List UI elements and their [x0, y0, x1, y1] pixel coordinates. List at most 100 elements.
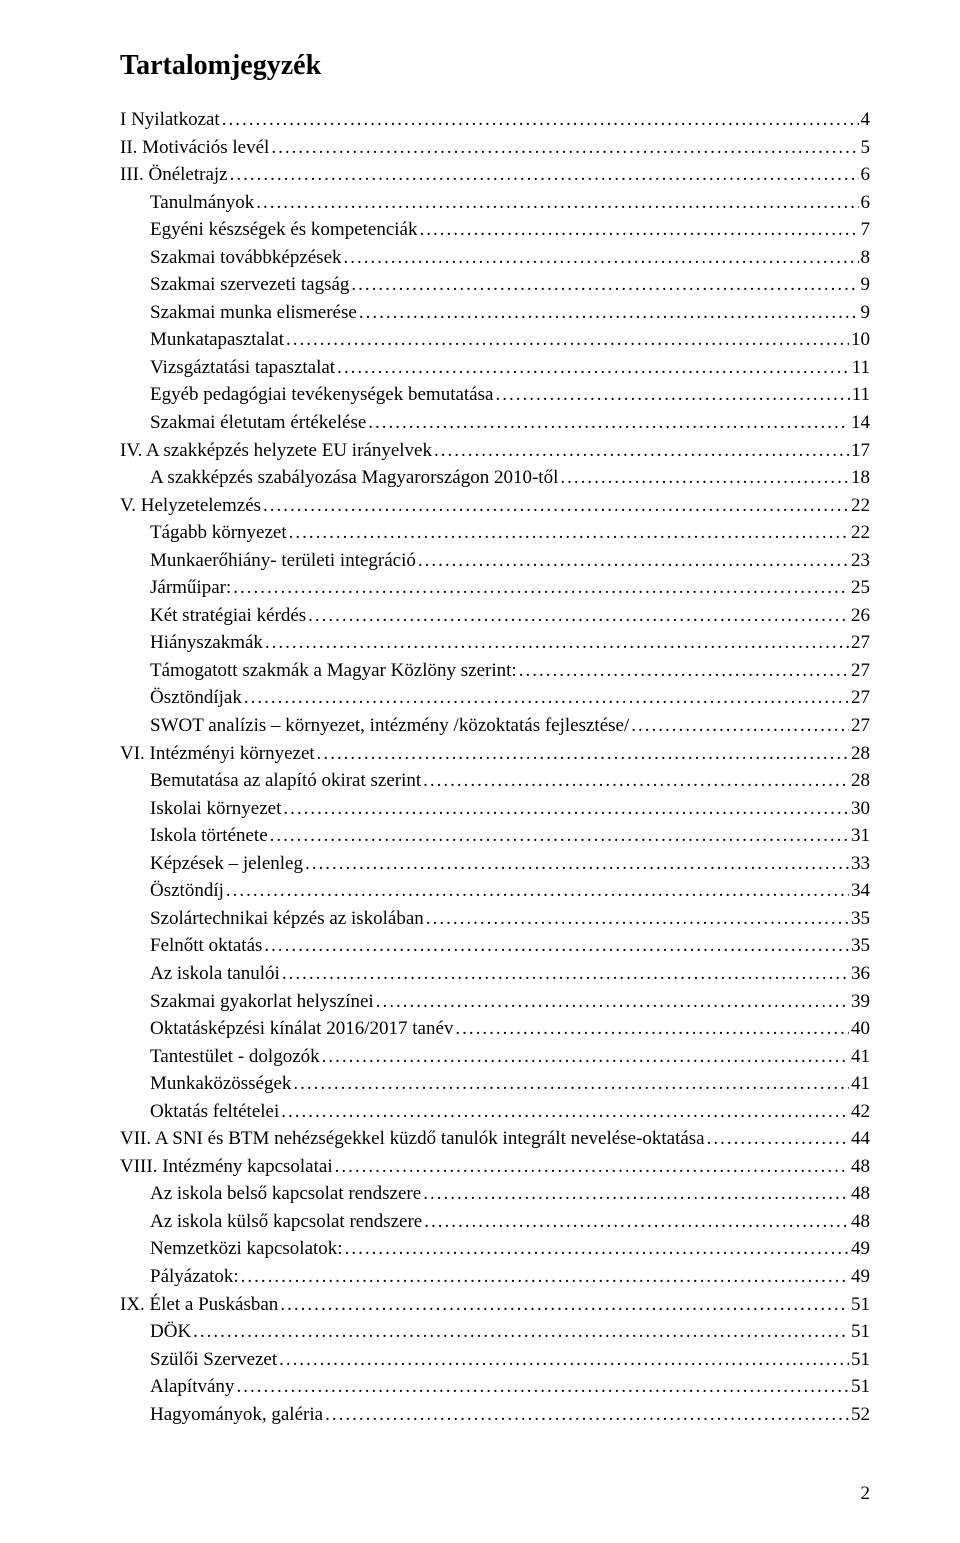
- toc-entry[interactable]: Tantestület - dolgozók 41: [120, 1043, 870, 1071]
- toc-entry[interactable]: IX. Élet a Puskásban 51: [120, 1291, 870, 1319]
- toc-entry-label: IX. Élet a Puskásban: [120, 1291, 278, 1319]
- toc-entry[interactable]: Támogatott szakmák a Magyar Közlöny szer…: [120, 657, 870, 685]
- toc-entry-page: 42: [849, 1098, 870, 1126]
- toc-leader: [277, 1346, 849, 1374]
- toc-entry[interactable]: Járműipar: 25: [120, 574, 870, 602]
- toc-leader: [320, 1043, 849, 1071]
- toc-entry[interactable]: Tágabb környezet 22: [120, 519, 870, 547]
- toc-entry-label: Tágabb környezet: [150, 519, 287, 547]
- toc-entry[interactable]: Képzések – jelenleg 33: [120, 850, 870, 878]
- toc-entry[interactable]: Szolártechnikai képzés az iskolában 35: [120, 905, 870, 933]
- toc-entry-label: Bemutatása az alapító okirat szerint: [150, 767, 421, 795]
- toc-entry[interactable]: Az iskola belső kapcsolat rendszere 48: [120, 1180, 870, 1208]
- toc-entry-page: 34: [849, 877, 870, 905]
- toc-entry-label: Egyéb pedagógiai tevékenységek bemutatás…: [150, 381, 493, 409]
- toc-entry[interactable]: DÖK 51: [120, 1318, 870, 1346]
- toc-entry[interactable]: Hagyományok, galéria 52: [120, 1401, 870, 1429]
- toc-entry-label: Nemzetközi kapcsolatok:: [150, 1235, 343, 1263]
- toc-entry-page: 22: [849, 519, 870, 547]
- toc-entry[interactable]: Pályázatok: 49: [120, 1263, 870, 1291]
- toc-entry-page: 18: [849, 464, 870, 492]
- toc-entry-label: Képzések – jelenleg: [150, 850, 303, 878]
- toc-entry-label: Szakmai továbbképzések: [150, 244, 342, 272]
- toc-title: Tartalomjegyzék: [120, 50, 870, 82]
- toc-entry[interactable]: Az iskola tanulói 36: [120, 960, 870, 988]
- toc-entry-label: Munkaerőhiány- területi integráció: [150, 547, 416, 575]
- toc-leader: [366, 409, 849, 437]
- toc-leader: [493, 381, 849, 409]
- toc-entry[interactable]: Vizsgáztatási tapasztalat 11: [120, 354, 870, 382]
- toc-entry[interactable]: Nemzetközi kapcsolatok: 49: [120, 1235, 870, 1263]
- toc-entry-page: 39: [849, 988, 870, 1016]
- toc-entry[interactable]: Iskola története 31: [120, 822, 870, 850]
- toc-entry[interactable]: Munkaerőhiány- területi integráció 23: [120, 547, 870, 575]
- toc-leader: [333, 1153, 849, 1181]
- toc-entry[interactable]: Tanulmányok 6: [120, 189, 870, 217]
- toc-entry[interactable]: III. Önéletrajz 6: [120, 161, 870, 189]
- toc-entry[interactable]: Munkaközösségek 41: [120, 1070, 870, 1098]
- toc-entry-label: Az iskola tanulói: [150, 960, 280, 988]
- toc-entry[interactable]: Alapítvány 51: [120, 1373, 870, 1401]
- toc-entry[interactable]: A szakképzés szabályozása Magyarországon…: [120, 464, 870, 492]
- toc-entry[interactable]: VI. Intézményi környezet 28: [120, 740, 870, 768]
- toc-leader: [279, 1098, 849, 1126]
- document-page: Tartalomjegyzék I Nyilatkozat 4II. Motiv…: [0, 0, 960, 1543]
- toc-entry[interactable]: Ösztöndíj 34: [120, 877, 870, 905]
- toc-entry[interactable]: Ösztöndíjak 27: [120, 684, 870, 712]
- toc-leader: [268, 822, 849, 850]
- toc-entry-label: Munkatapasztalat: [150, 326, 284, 354]
- toc-entry-label: III. Önéletrajz: [120, 161, 228, 189]
- toc-entry[interactable]: Bemutatása az alapító okirat szerint 28: [120, 767, 870, 795]
- toc-entry[interactable]: Oktatás feltételei 42: [120, 1098, 870, 1126]
- toc-leader: [306, 602, 849, 630]
- toc-entry[interactable]: Szakmai továbbképzések 8: [120, 244, 870, 272]
- toc-entry-label: Járműipar:: [150, 574, 231, 602]
- toc-entry-page: 35: [849, 932, 870, 960]
- toc-entry[interactable]: Felnőtt oktatás 35: [120, 932, 870, 960]
- toc-leader: [323, 1401, 849, 1429]
- toc-entry[interactable]: Szülői Szervezet 51: [120, 1346, 870, 1374]
- toc-entry-page: 49: [849, 1235, 870, 1263]
- toc-entry-label: Szolártechnikai képzés az iskolában: [150, 905, 424, 933]
- toc-entry[interactable]: Két stratégiai kérdés 26: [120, 602, 870, 630]
- toc-entry-label: Szakmai szervezeti tagság: [150, 271, 349, 299]
- toc-entry-label: SWOT analízis – környezet, intézmény /kö…: [150, 712, 629, 740]
- toc-entry[interactable]: Egyéb pedagógiai tevékenységek bemutatás…: [120, 381, 870, 409]
- toc-entry-page: 9: [859, 271, 871, 299]
- toc-entry[interactable]: Egyéni készségek és kompetenciák 7: [120, 216, 870, 244]
- toc-entry[interactable]: Szakmai életutam értékelése 14: [120, 409, 870, 437]
- toc-entry[interactable]: Szakmai gyakorlat helyszínei 39: [120, 988, 870, 1016]
- toc-entry[interactable]: VIII. Intézmény kapcsolatai 48: [120, 1153, 870, 1181]
- page-number: 2: [861, 1483, 871, 1505]
- toc-leader: [231, 574, 849, 602]
- toc-entry[interactable]: Az iskola külső kapcsolat rendszere 48: [120, 1208, 870, 1236]
- toc-entry[interactable]: II. Motivációs levél 5: [120, 134, 870, 162]
- toc-entry-label: Tantestület - dolgozók: [150, 1043, 320, 1071]
- toc-entry[interactable]: V. Helyzetelemzés 22: [120, 492, 870, 520]
- toc-entry-label: Iskolai környezet: [150, 795, 281, 823]
- toc-entry[interactable]: VII. A SNI és BTM nehézségekkel küzdő ta…: [120, 1125, 870, 1153]
- toc-entry-page: 51: [849, 1346, 870, 1374]
- toc-entry[interactable]: Szakmai szervezeti tagság 9: [120, 271, 870, 299]
- toc-entry[interactable]: IV. A szakképzés helyzete EU irányelvek …: [120, 437, 870, 465]
- toc-leader: [342, 244, 859, 272]
- toc-entry-page: 5: [859, 134, 871, 162]
- toc-entry-page: 6: [859, 189, 871, 217]
- toc-entry-page: 35: [849, 905, 870, 933]
- toc-entry[interactable]: Munkatapasztalat 10: [120, 326, 870, 354]
- toc-entry-label: Oktatásképzési kínálat 2016/2017 tanév: [150, 1015, 453, 1043]
- toc-entry[interactable]: SWOT analízis – környezet, intézmény /kö…: [120, 712, 870, 740]
- toc-leader: [421, 1180, 849, 1208]
- toc-entry[interactable]: Oktatásképzési kínálat 2016/2017 tanév 4…: [120, 1015, 870, 1043]
- toc-entry-page: 28: [849, 767, 870, 795]
- toc-leader: [315, 740, 849, 768]
- toc-entry-label: Munkaközösségek: [150, 1070, 291, 1098]
- toc-entry-label: Felnőtt oktatás: [150, 932, 262, 960]
- toc-entry[interactable]: Hiányszakmák 27: [120, 629, 870, 657]
- toc-leader: [558, 464, 849, 492]
- toc-entry[interactable]: Iskolai környezet 30: [120, 795, 870, 823]
- toc-entry[interactable]: Szakmai munka elismerése 9: [120, 299, 870, 327]
- toc-leader: [234, 1373, 849, 1401]
- toc-entry-label: Tanulmányok: [150, 189, 254, 217]
- toc-entry[interactable]: I Nyilatkozat 4: [120, 106, 870, 134]
